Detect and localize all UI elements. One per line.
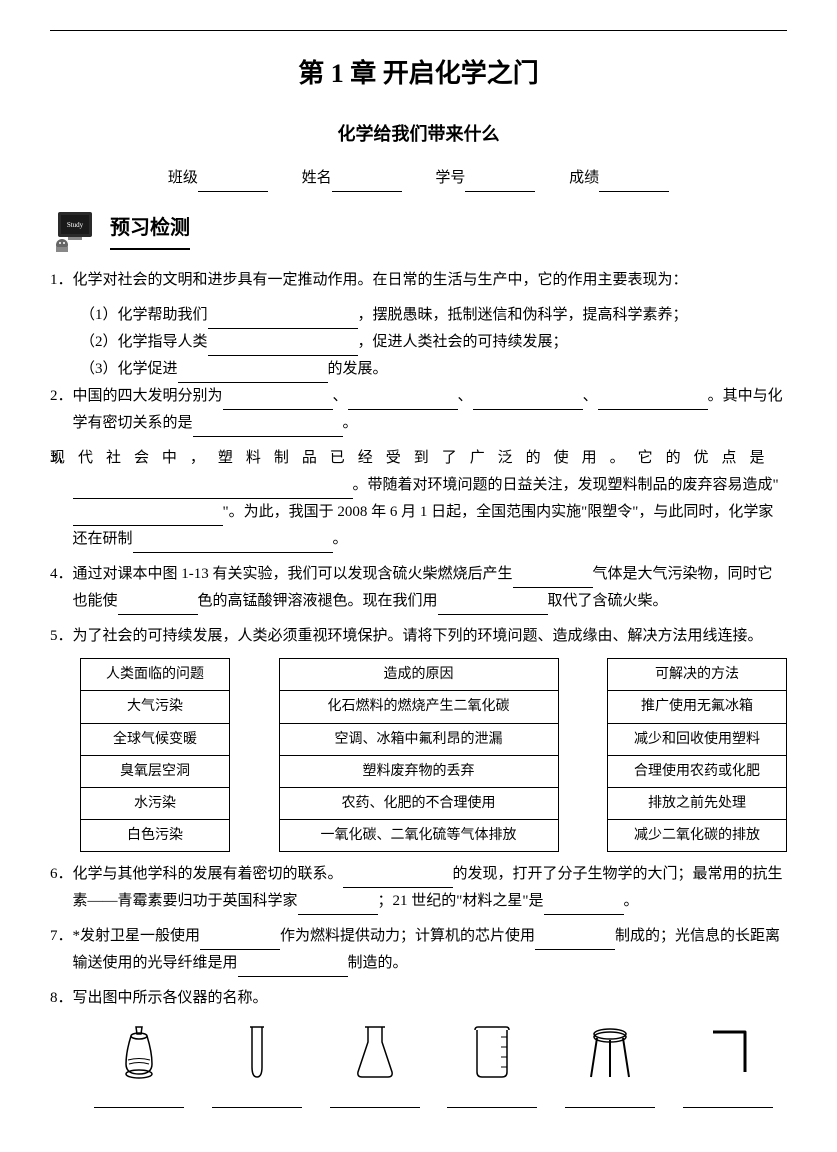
col2-cell: 化石燃料的燃烧产生二氧化碳 — [279, 690, 559, 723]
instrument-1 — [89, 1022, 189, 1108]
col3-cell: 减少二氧化碳的排放 — [607, 819, 787, 852]
q6-blank-2[interactable] — [298, 899, 378, 916]
q7-blank-2[interactable] — [535, 934, 615, 951]
col3-cell: 推广使用无氟冰箱 — [607, 690, 787, 723]
instrument-3-blank[interactable] — [330, 1090, 420, 1108]
q4-blank-3[interactable] — [438, 599, 548, 616]
q2-num: 2． — [50, 388, 73, 404]
beaker-icon — [467, 1022, 517, 1082]
question-6: 6．化学与其他学科的发展有着密切的联系。的发现，打开了分子生物学的大门；最常用的… — [50, 861, 787, 915]
section-header: Study 预习检测 — [50, 207, 787, 252]
q1-sub2: （2）化学指导人类，促进人类社会的可持续发展； — [50, 329, 787, 356]
study-icon: Study — [50, 207, 100, 252]
q6-blank-3[interactable] — [544, 899, 624, 916]
col1-cell: 水污染 — [80, 787, 230, 820]
col2-header: 造成的原因 — [279, 658, 559, 691]
conical-flask-icon — [350, 1022, 400, 1082]
tripod-icon — [585, 1022, 635, 1082]
col2-cell: 一氧化碳、二氧化硫等气体排放 — [279, 819, 559, 852]
question-8: 8．写出图中所示各仪器的名称。 — [50, 985, 787, 1012]
instrument-6 — [678, 1022, 778, 1108]
class-blank[interactable] — [198, 174, 268, 192]
student-info-row: 班级 姓名 学号 成绩 — [50, 165, 787, 192]
alcohol-lamp-icon — [114, 1022, 164, 1082]
q4-num: 4． — [50, 566, 73, 582]
instrument-3 — [325, 1022, 425, 1108]
col1-cell: 臭氧层空洞 — [80, 755, 230, 788]
score-label: 成绩 — [569, 170, 599, 186]
instrument-2-blank[interactable] — [212, 1090, 302, 1108]
instrument-6-blank[interactable] — [683, 1090, 773, 1108]
name-blank[interactable] — [332, 174, 402, 192]
instrument-5-blank[interactable] — [565, 1090, 655, 1108]
q2-blank-2[interactable] — [348, 394, 458, 411]
q7-blank-1[interactable] — [200, 934, 280, 951]
instrument-1-blank[interactable] — [94, 1090, 184, 1108]
q1-num: 1． — [50, 272, 73, 288]
col3-cell: 减少和回收使用塑料 — [607, 723, 787, 756]
q2-blank-4[interactable] — [598, 394, 708, 411]
col2-cell: 农药、化肥的不合理使用 — [279, 787, 559, 820]
instrument-4-blank[interactable] — [447, 1090, 537, 1108]
header-rule — [50, 30, 787, 31]
question-2: 2．中国的四大发明分别为、、、。其中与化学有密切关系的是。 — [50, 383, 787, 437]
name-label: 姓名 — [302, 170, 332, 186]
glass-rod-icon — [703, 1022, 753, 1082]
match-col-2: 造成的原因 化石燃料的燃烧产生二氧化碳 空调、冰箱中氟利昂的泄漏 塑料废弃物的丢… — [279, 658, 559, 851]
instrument-4 — [442, 1022, 542, 1108]
question-3: 3．现代社会中，塑料制品已经受到了广泛的使用。它的优点是 。带随着对环境问题的日… — [50, 445, 787, 553]
svg-text:Study: Study — [67, 221, 84, 229]
q6-blank-1[interactable] — [343, 872, 453, 889]
col1-cell: 白色污染 — [80, 819, 230, 852]
q1-text: 化学对社会的文明和进步具有一定推动作用。在日常的生活与生产中，它的作用主要表现为… — [73, 272, 688, 288]
col1-cell: 全球气候变暖 — [80, 723, 230, 756]
score-blank[interactable] — [599, 174, 669, 192]
q2-blank-1[interactable] — [223, 394, 333, 411]
col1-cell: 大气污染 — [80, 690, 230, 723]
instrument-2 — [207, 1022, 307, 1108]
q3-blank-3[interactable] — [133, 537, 333, 554]
col2-cell: 塑料废弃物的丢弃 — [279, 755, 559, 788]
question-5: 5．为了社会的可持续发展，人类必须重视环境保护。请将下列的环境问题、造成缘由、解… — [50, 623, 787, 650]
q1-sub3: （3）化学促进的发展。 — [50, 356, 787, 383]
match-col-1: 人类面临的问题 大气污染 全球气候变暖 臭氧层空洞 水污染 白色污染 — [80, 658, 230, 851]
q7-num: 7． — [50, 928, 73, 944]
matching-table: 人类面临的问题 大气污染 全球气候变暖 臭氧层空洞 水污染 白色污染 造成的原因… — [80, 658, 787, 851]
subtitle: 化学给我们带来什么 — [50, 118, 787, 150]
id-label: 学号 — [435, 170, 465, 186]
q4-blank-1[interactable] — [513, 572, 593, 589]
q3-blank-1[interactable] — [73, 483, 353, 500]
col2-cell: 空调、冰箱中氟利昂的泄漏 — [279, 723, 559, 756]
q7-blank-3[interactable] — [238, 961, 348, 978]
col1-header: 人类面临的问题 — [80, 658, 230, 691]
q8-num: 8． — [50, 990, 73, 1006]
col3-cell: 合理使用农药或化肥 — [607, 755, 787, 788]
test-tube-icon — [242, 1022, 272, 1082]
col3-header: 可解决的方法 — [607, 658, 787, 691]
q1-blank-2[interactable] — [208, 340, 358, 357]
q2-blank-3[interactable] — [473, 394, 583, 411]
section-title: 预习检测 — [110, 210, 190, 250]
q6-num: 6． — [50, 866, 73, 882]
question-4: 4．通过对课本中图 1-13 有关实验，我们可以发现含硫火柴燃烧后产生气体是大气… — [50, 561, 787, 615]
class-label: 班级 — [168, 170, 198, 186]
id-blank[interactable] — [465, 174, 535, 192]
col3-cell: 排放之前先处理 — [607, 787, 787, 820]
q4-blank-2[interactable] — [118, 599, 198, 616]
match-col-3: 可解决的方法 推广使用无氟冰箱 减少和回收使用塑料 合理使用农药或化肥 排放之前… — [607, 658, 787, 851]
q5-num: 5． — [50, 628, 73, 644]
q1-sub1: （1）化学帮助我们，摆脱愚昧，抵制迷信和伪科学，提高科学素养； — [50, 302, 787, 329]
instruments-row — [80, 1022, 787, 1108]
q1-blank-1[interactable] — [208, 313, 358, 330]
q1-blank-3[interactable] — [178, 367, 328, 384]
chapter-title: 第 1 章 开启化学之门 — [50, 51, 787, 98]
question-1: 1．化学对社会的文明和进步具有一定推动作用。在日常的生活与生产中，它的作用主要表… — [50, 267, 787, 294]
q3-blank-2[interactable] — [73, 510, 223, 527]
q2-blank-5[interactable] — [193, 421, 343, 438]
question-7: 7．*发射卫星一般使用作为燃料提供动力；计算机的芯片使用制成的；光信息的长距离输… — [50, 923, 787, 977]
instrument-5 — [560, 1022, 660, 1108]
